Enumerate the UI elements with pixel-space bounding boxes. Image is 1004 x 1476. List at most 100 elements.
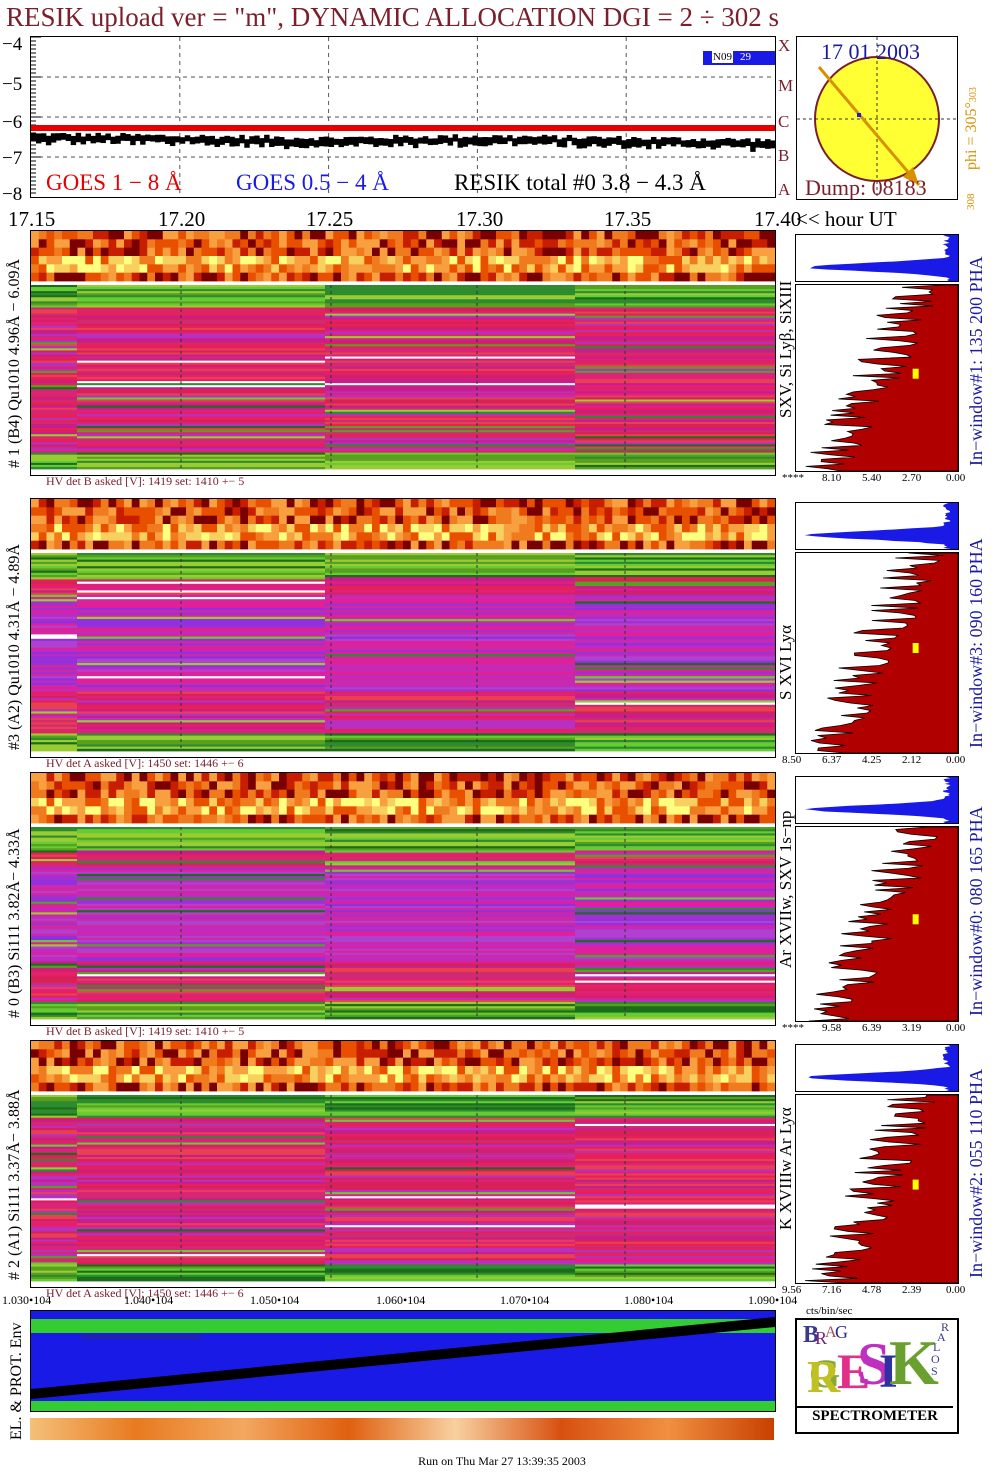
heatmap-cell	[116, 814, 125, 824]
spectrum-row	[31, 748, 77, 752]
spectrum-row	[325, 577, 575, 580]
heatmap-cell	[643, 1082, 652, 1092]
heatmap-cell	[348, 507, 357, 517]
heatmap-cell	[573, 1082, 582, 1092]
heatmap-cell	[736, 1082, 745, 1092]
heatmap-cell	[93, 507, 102, 517]
heatmap-cell	[736, 524, 745, 533]
heatmap-cell	[550, 231, 559, 240]
spectrum-row	[575, 645, 775, 648]
time-tick: 17.25	[306, 207, 354, 231]
spectrum-row	[77, 1210, 325, 1214]
heatmap-cell	[31, 272, 40, 282]
spectrum-row	[77, 923, 325, 926]
spectrum-row	[325, 884, 575, 888]
heatmap-cell	[620, 806, 629, 816]
heatmap-cell	[596, 1082, 605, 1092]
spectrum-row	[325, 667, 575, 670]
spectrum-row	[325, 317, 575, 321]
spectrum-row	[575, 570, 775, 574]
heatmap-cell	[558, 507, 567, 517]
heatmap-cell	[364, 532, 373, 542]
heatmap-cell	[224, 524, 233, 533]
heatmap-cell	[62, 247, 71, 257]
heatmap-cell	[457, 524, 466, 533]
heatmap-cell	[658, 1041, 667, 1050]
spectrum-row	[325, 1256, 575, 1259]
spectrum-row	[325, 1169, 575, 1172]
resik-total-bar	[685, 140, 692, 148]
heatmap-cell	[372, 781, 381, 791]
heatmap-cell	[372, 231, 381, 240]
spectrum-row	[31, 409, 77, 413]
heatmap-cell	[527, 1066, 536, 1075]
spectrum-row	[325, 687, 575, 690]
heatmap-cell	[441, 256, 450, 265]
resik-total-bar	[80, 136, 87, 145]
spectrum-row	[575, 303, 775, 306]
spectrum-row	[325, 1163, 575, 1166]
heatmap-cell	[310, 540, 319, 550]
heatmap-cell	[193, 499, 202, 508]
spectrum-row	[77, 627, 325, 631]
heatmap-cell	[434, 1074, 443, 1084]
resik-total-bar	[407, 137, 414, 145]
heatmap-cell	[108, 239, 117, 249]
bottom-axis-tick: 1.050•104	[250, 1293, 300, 1307]
heatmap-cell	[682, 806, 691, 816]
heatmap-cell	[519, 247, 528, 257]
heatmap-cell	[54, 1082, 63, 1092]
spectrum-row	[77, 1268, 325, 1272]
spectrum-row	[31, 1119, 77, 1123]
heatmap-cell	[317, 781, 326, 791]
heatmap-cell	[139, 798, 148, 807]
heatmap-cell	[480, 239, 489, 249]
heatmap-cell	[279, 814, 288, 824]
heatmap-cell	[441, 773, 450, 782]
heatmap-cell	[232, 814, 241, 824]
heatmap-cell	[558, 532, 567, 542]
heatmap-cell	[131, 773, 140, 782]
heatmap-cell	[310, 814, 319, 824]
spectrum-row	[575, 1152, 775, 1156]
spectrum-row	[325, 381, 575, 384]
resik-total-bar	[214, 138, 220, 147]
heatmap-cell	[434, 789, 443, 799]
heatmap-cell	[689, 773, 698, 782]
heatmap-cell	[124, 515, 133, 525]
spectrum-row	[31, 460, 77, 464]
heatmap-cell	[286, 814, 295, 824]
logo-letter: A	[825, 1324, 837, 1341]
spectrum-row	[77, 599, 325, 602]
heatmap-cell	[186, 247, 195, 257]
spectrum-row	[325, 309, 575, 312]
heatmap-cell	[418, 507, 427, 517]
spectrum-row	[77, 348, 325, 351]
heatmap-cell	[155, 1066, 164, 1075]
heatmap-cell	[248, 256, 257, 265]
profile-svg	[808, 1045, 958, 1091]
heatmap-cell	[263, 1049, 272, 1059]
heatmap-cell	[674, 1049, 683, 1059]
heatmap-cell	[434, 1057, 443, 1067]
spectrum-row	[575, 346, 775, 349]
heatmap-cell	[589, 798, 598, 807]
spectrum-row	[325, 638, 575, 642]
heatmap-cell	[418, 773, 427, 782]
heatmap-cell	[62, 1041, 71, 1050]
heatmap-cell	[689, 1082, 698, 1092]
heatmap-cell	[503, 524, 512, 533]
heatmap-cell	[589, 781, 598, 791]
heatmap-cell	[643, 239, 652, 249]
heatmap-cell	[589, 773, 598, 782]
spectrum-row	[325, 647, 575, 651]
spectrum-row	[325, 1010, 575, 1013]
spectrum-row	[325, 1128, 575, 1131]
spectrum-row	[31, 682, 77, 686]
heatmap-cell	[457, 239, 466, 249]
heatmap-cell	[108, 499, 117, 508]
spectrum-row	[31, 395, 77, 398]
heatmap-cell	[38, 499, 47, 508]
heatmap-cell	[147, 1082, 156, 1092]
spectrum-row	[575, 669, 775, 673]
